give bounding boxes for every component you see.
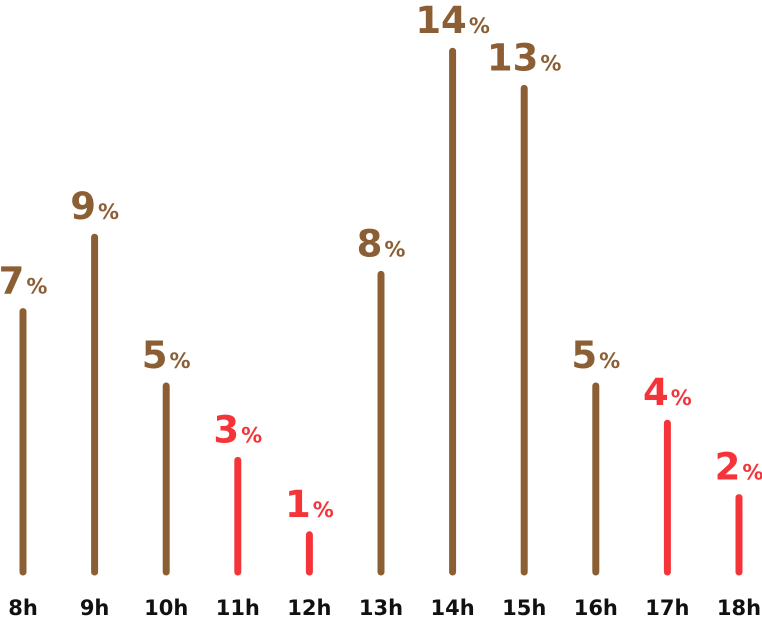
category-label-13h: 13h xyxy=(359,596,403,620)
category-label-11h: 11h xyxy=(216,596,260,620)
value-label-18h: 2% xyxy=(715,446,762,489)
category-label-16h: 16h xyxy=(574,596,618,620)
category-label-17h: 17h xyxy=(645,596,689,620)
category-label-14h: 14h xyxy=(431,596,475,620)
category-label-15h: 15h xyxy=(502,596,546,620)
value-label-10h: 5% xyxy=(142,334,191,377)
category-label-10h: 10h xyxy=(144,596,188,620)
category-label-18h: 18h xyxy=(717,596,761,620)
value-label-9h: 9% xyxy=(70,185,119,228)
category-label-9h: 9h xyxy=(80,596,110,620)
value-label-17h: 4% xyxy=(643,371,692,414)
category-label-8h: 8h xyxy=(8,596,38,620)
bars-group xyxy=(19,47,743,576)
value-labels-group: 7% 9% 5% 3% 1% 8% 14%13% 5% 4% 2% xyxy=(0,0,762,526)
value-label-12h: 1% xyxy=(285,483,334,526)
category-label-12h: 12h xyxy=(287,596,331,620)
value-label-15h: 13% xyxy=(487,36,562,79)
value-label-13h: 8% xyxy=(357,222,406,265)
value-label-16h: 5% xyxy=(571,334,620,377)
category-labels-group: 8h 9h 10h 11h 12h 13h 14h 15h 16h 17h 18h xyxy=(8,596,761,620)
value-label-8h: 7% xyxy=(0,260,47,303)
value-label-14h: 14% xyxy=(415,0,490,42)
value-label-11h: 3% xyxy=(213,408,262,451)
